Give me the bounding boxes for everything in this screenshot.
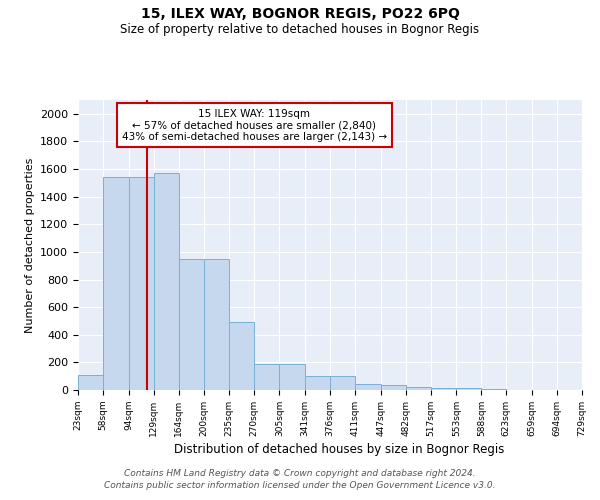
- Bar: [406, 386, 431, 390]
- Text: Contains HM Land Registry data © Crown copyright and database right 2024.: Contains HM Land Registry data © Crown c…: [124, 468, 476, 477]
- Bar: [280, 364, 305, 390]
- Y-axis label: Number of detached properties: Number of detached properties: [25, 158, 35, 332]
- Bar: [254, 364, 280, 390]
- Bar: [128, 176, 154, 390]
- Bar: [305, 376, 330, 390]
- Text: Distribution of detached houses by size in Bognor Regis: Distribution of detached houses by size …: [174, 442, 504, 456]
- Bar: [431, 388, 457, 390]
- Bar: [179, 259, 205, 390]
- Bar: [154, 172, 179, 390]
- Bar: [355, 384, 380, 390]
- Text: 15, ILEX WAY, BOGNOR REGIS, PO22 6PQ: 15, ILEX WAY, BOGNOR REGIS, PO22 6PQ: [140, 8, 460, 22]
- Text: Contains public sector information licensed under the Open Government Licence v3: Contains public sector information licen…: [104, 481, 496, 490]
- Text: 15 ILEX WAY: 119sqm
← 57% of detached houses are smaller (2,840)
43% of semi-det: 15 ILEX WAY: 119sqm ← 57% of detached ho…: [122, 108, 387, 142]
- Bar: [457, 388, 481, 390]
- Bar: [205, 259, 229, 390]
- Bar: [380, 385, 406, 390]
- Bar: [78, 375, 103, 390]
- Text: Size of property relative to detached houses in Bognor Regis: Size of property relative to detached ho…: [121, 22, 479, 36]
- Bar: [103, 178, 128, 390]
- Bar: [229, 322, 254, 390]
- Bar: [330, 376, 355, 390]
